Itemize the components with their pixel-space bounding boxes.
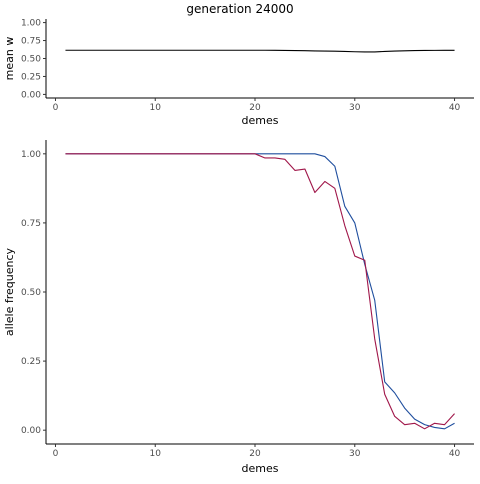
y-tick-label: 0.75	[21, 37, 41, 47]
x-tick-label: 30	[349, 449, 361, 459]
y-axis-title: mean w	[3, 37, 16, 81]
y-tick-label: 0.50	[21, 288, 41, 298]
y-axis-title: allele frequency	[3, 247, 16, 336]
chart-title: generation 24000	[186, 2, 293, 16]
x-tick-label: 30	[349, 103, 361, 113]
series-line-1	[65, 153, 455, 430]
series-line-1	[65, 49, 455, 53]
x-tick-label: 0	[53, 449, 59, 459]
panel-1: 0.00 0.25 0.50 0.75 1.00 0 10 20 30 40 demes mean w	[3, 19, 474, 127]
series-line-2	[65, 153, 455, 430]
y-tick-label: 0.50	[21, 55, 41, 65]
y-tick-label: 0.25	[21, 357, 41, 367]
x-axis-title: demes	[242, 462, 279, 475]
y-tick-label: 1.00	[21, 19, 41, 29]
y-tick-label: 0.75	[21, 219, 41, 229]
x-tick-label: 40	[449, 103, 461, 113]
x-tick-label: 40	[449, 449, 461, 459]
y-tick-label: 0.25	[21, 72, 41, 82]
x-tick-label: 10	[150, 103, 162, 113]
y-tick-label: 0.00	[21, 90, 41, 100]
y-tick-label: 0.00	[21, 426, 41, 436]
x-axis-title: demes	[242, 114, 279, 127]
x-tick-label: 0	[53, 103, 59, 113]
y-tick-label: 1.00	[21, 150, 41, 160]
x-tick-label: 10	[150, 449, 162, 459]
x-tick-label: 20	[249, 103, 261, 113]
panel-2: 0.00 0.25 0.50 0.75 1.00 0 10 20 30 40 demes allele…	[3, 140, 474, 475]
x-tick-label: 20	[249, 449, 261, 459]
